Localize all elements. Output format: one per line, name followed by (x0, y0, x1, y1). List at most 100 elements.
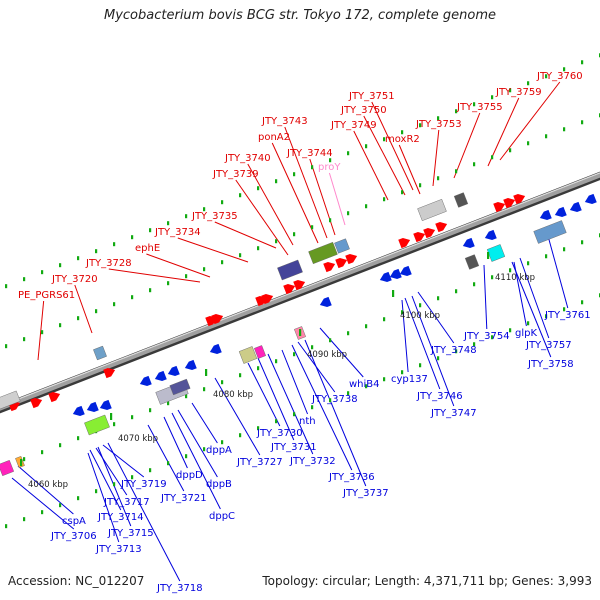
track-dot (455, 289, 458, 294)
track-dot (509, 268, 512, 273)
kbp-ticks: 4060 kbp 4070 kbp 4080 kbp 4090 kbp 4100 kbp… (20, 252, 535, 490)
forward-gene-arrow-shape (30, 397, 43, 409)
track-dot (239, 373, 242, 378)
gene-block (464, 254, 480, 270)
track-dot (401, 190, 404, 195)
forward-gene-arrow (413, 231, 426, 243)
track-dot (23, 337, 26, 342)
gene-block-shape (417, 198, 447, 222)
gene-block-shape (277, 259, 303, 281)
track-dot (563, 307, 566, 312)
kbp-tick-mark (205, 369, 208, 376)
reverse-gene-label: JTY_3738 (311, 394, 358, 405)
gene-block (169, 378, 191, 396)
reverse-gene-arrow (184, 359, 197, 371)
track-dot (221, 440, 224, 445)
forward-gene-label-leader-line (108, 268, 201, 283)
gene-block-shape (93, 345, 107, 361)
reverse-gene-label: JTY_3754 (463, 331, 510, 342)
reverse-gene-label: dppA (206, 445, 232, 456)
gene-block-shape (169, 378, 191, 396)
genome-title: Mycobacterium bovis BCG str. Tokyo 172, … (104, 8, 496, 23)
forward-gene-label-leader-line (247, 163, 294, 246)
reverse-gene-label-leader-line (291, 344, 353, 471)
track-dot (167, 281, 170, 286)
track-dot (221, 200, 224, 205)
track-dot (95, 249, 98, 254)
kbp-tick-label: 4090 kbp (307, 350, 347, 360)
reverse-gene-label: whiB4 (349, 379, 380, 390)
track-dot (311, 405, 314, 410)
forward-gene-label-leader-line (309, 158, 336, 236)
forward-gene-arrow-shape (398, 237, 411, 249)
reverse-gene-label: JTY_3761 (544, 310, 591, 321)
track-dot (23, 277, 26, 282)
reverse-gene-arrow (99, 399, 112, 411)
forward-gene-arrow (103, 367, 116, 379)
track-dot (545, 314, 548, 319)
reverse-gene-arrow-shape (154, 370, 167, 382)
track-dot (419, 363, 422, 368)
reverse-gene-arrow-shape (389, 268, 402, 280)
track-dot (185, 454, 188, 459)
reverse-gene-arrow (319, 296, 332, 308)
reverse-gene-label: JTY_3737 (342, 488, 389, 499)
track-dot (509, 148, 512, 153)
track-dot (347, 391, 350, 396)
forward-gene-arrow (398, 237, 411, 249)
reverse-gene-arrow-shape (539, 209, 552, 221)
reverse-gene-label: cyp137 (391, 374, 428, 385)
forward-gene-arrow-shape (323, 261, 336, 273)
reverse-gene-label-leader-line (247, 362, 281, 427)
forward-gene-arrow-shape (261, 293, 274, 305)
gene-block (417, 198, 447, 222)
track-dot (563, 247, 566, 252)
track-dot (455, 349, 458, 354)
forward-gene-arrow (211, 313, 224, 325)
reverse-gene-label: dppB (206, 479, 232, 490)
reverse-gene-label-leader-line (11, 477, 75, 530)
kbp-tick-mark (392, 290, 395, 297)
track-dot (275, 179, 278, 184)
forward-gene-arrow-shape (503, 197, 516, 209)
forward-gene-arrow (513, 193, 526, 205)
forward-gene-label-leader-line (146, 253, 211, 278)
reverse-gene-arrow (209, 343, 222, 355)
forward-gene-arrow-shape (423, 227, 436, 239)
forward-gene-label: ephE (135, 243, 160, 254)
reverse-gene-label: JTY_3715 (107, 528, 154, 539)
kbp-tick-label: 4070 kbp (118, 434, 158, 444)
track-dot (221, 380, 224, 385)
gene-block (238, 346, 258, 364)
forward-gene-label: moxR2 (385, 134, 420, 145)
reverse-gene-label-leader-line (319, 327, 364, 378)
reverse-gene-label-leader-line (191, 402, 218, 444)
reverse-gene-label-leader-line (304, 339, 367, 487)
forward-gene-arrow (30, 397, 43, 409)
track-dot (347, 151, 350, 156)
gene-block (254, 345, 266, 359)
reverse-gene-label-leader-line (107, 442, 181, 582)
track-dot (329, 218, 332, 223)
track-dot (581, 240, 584, 245)
track-dot (383, 377, 386, 382)
track-dot (149, 408, 152, 413)
forward-gene-arrow-shape (48, 391, 61, 403)
track-dot (311, 165, 314, 170)
track-dot (527, 261, 530, 266)
forward-gene-arrow (323, 261, 336, 273)
track-dot (185, 394, 188, 399)
reverse-gene-arrow-shape (139, 375, 152, 387)
forward-gene-label: JTY_3759 (495, 87, 542, 98)
forward-gene-arrow (493, 201, 506, 213)
kbp-tick-mark (20, 459, 23, 466)
track-dot (203, 387, 206, 392)
forward-gene-label-leader-line (177, 237, 249, 263)
gene-block-shape (308, 241, 338, 265)
track-dot (131, 415, 134, 420)
forward-gene-arrow (283, 283, 296, 295)
forward-gene-label: JTY_3740 (224, 153, 271, 164)
track-dot (437, 116, 440, 121)
reverse-gene-label: JTY_3758 (527, 359, 574, 370)
track-dot (365, 144, 368, 149)
